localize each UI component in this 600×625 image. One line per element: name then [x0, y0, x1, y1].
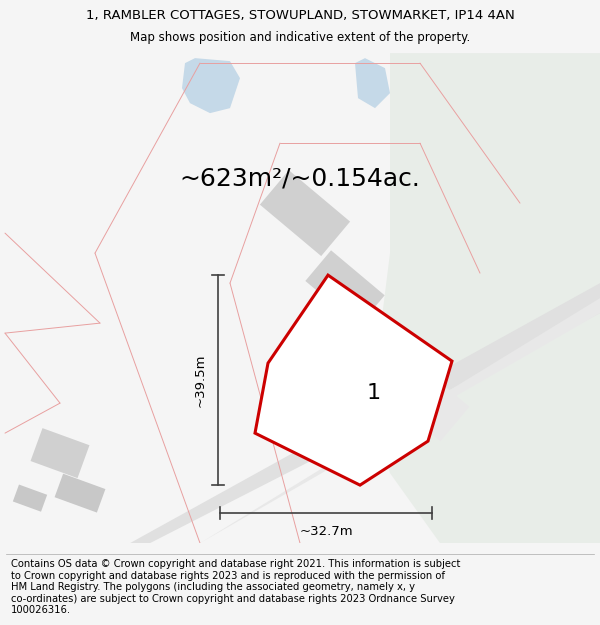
- Polygon shape: [0, 283, 600, 543]
- Polygon shape: [355, 58, 390, 108]
- Polygon shape: [370, 53, 600, 543]
- Text: 1: 1: [367, 383, 380, 403]
- Polygon shape: [13, 484, 47, 512]
- Text: 100026316.: 100026316.: [11, 605, 71, 615]
- Polygon shape: [391, 365, 469, 441]
- Polygon shape: [31, 428, 89, 478]
- Text: ~39.5m: ~39.5m: [193, 353, 206, 407]
- Text: 1, RAMBLER COTTAGES, STOWUPLAND, STOWMARKET, IP14 4AN: 1, RAMBLER COTTAGES, STOWUPLAND, STOWMAR…: [86, 9, 514, 22]
- Polygon shape: [305, 250, 385, 326]
- Polygon shape: [255, 275, 452, 485]
- Text: Map shows position and indicative extent of the property.: Map shows position and indicative extent…: [130, 31, 470, 44]
- Polygon shape: [182, 58, 240, 113]
- Text: ~32.7m: ~32.7m: [299, 524, 353, 538]
- Text: to Crown copyright and database rights 2023 and is reproduced with the permissio: to Crown copyright and database rights 2…: [11, 571, 445, 581]
- Text: HM Land Registry. The polygons (including the associated geometry, namely x, y: HM Land Registry. The polygons (includin…: [11, 582, 415, 592]
- Text: co-ordinates) are subject to Crown copyright and database rights 2023 Ordnance S: co-ordinates) are subject to Crown copyr…: [11, 594, 455, 604]
- Polygon shape: [55, 474, 106, 512]
- Polygon shape: [260, 170, 350, 256]
- Text: ~623m²/~0.154ac.: ~623m²/~0.154ac.: [179, 166, 421, 190]
- Text: Contains OS data © Crown copyright and database right 2021. This information is : Contains OS data © Crown copyright and d…: [11, 559, 460, 569]
- Polygon shape: [60, 298, 600, 543]
